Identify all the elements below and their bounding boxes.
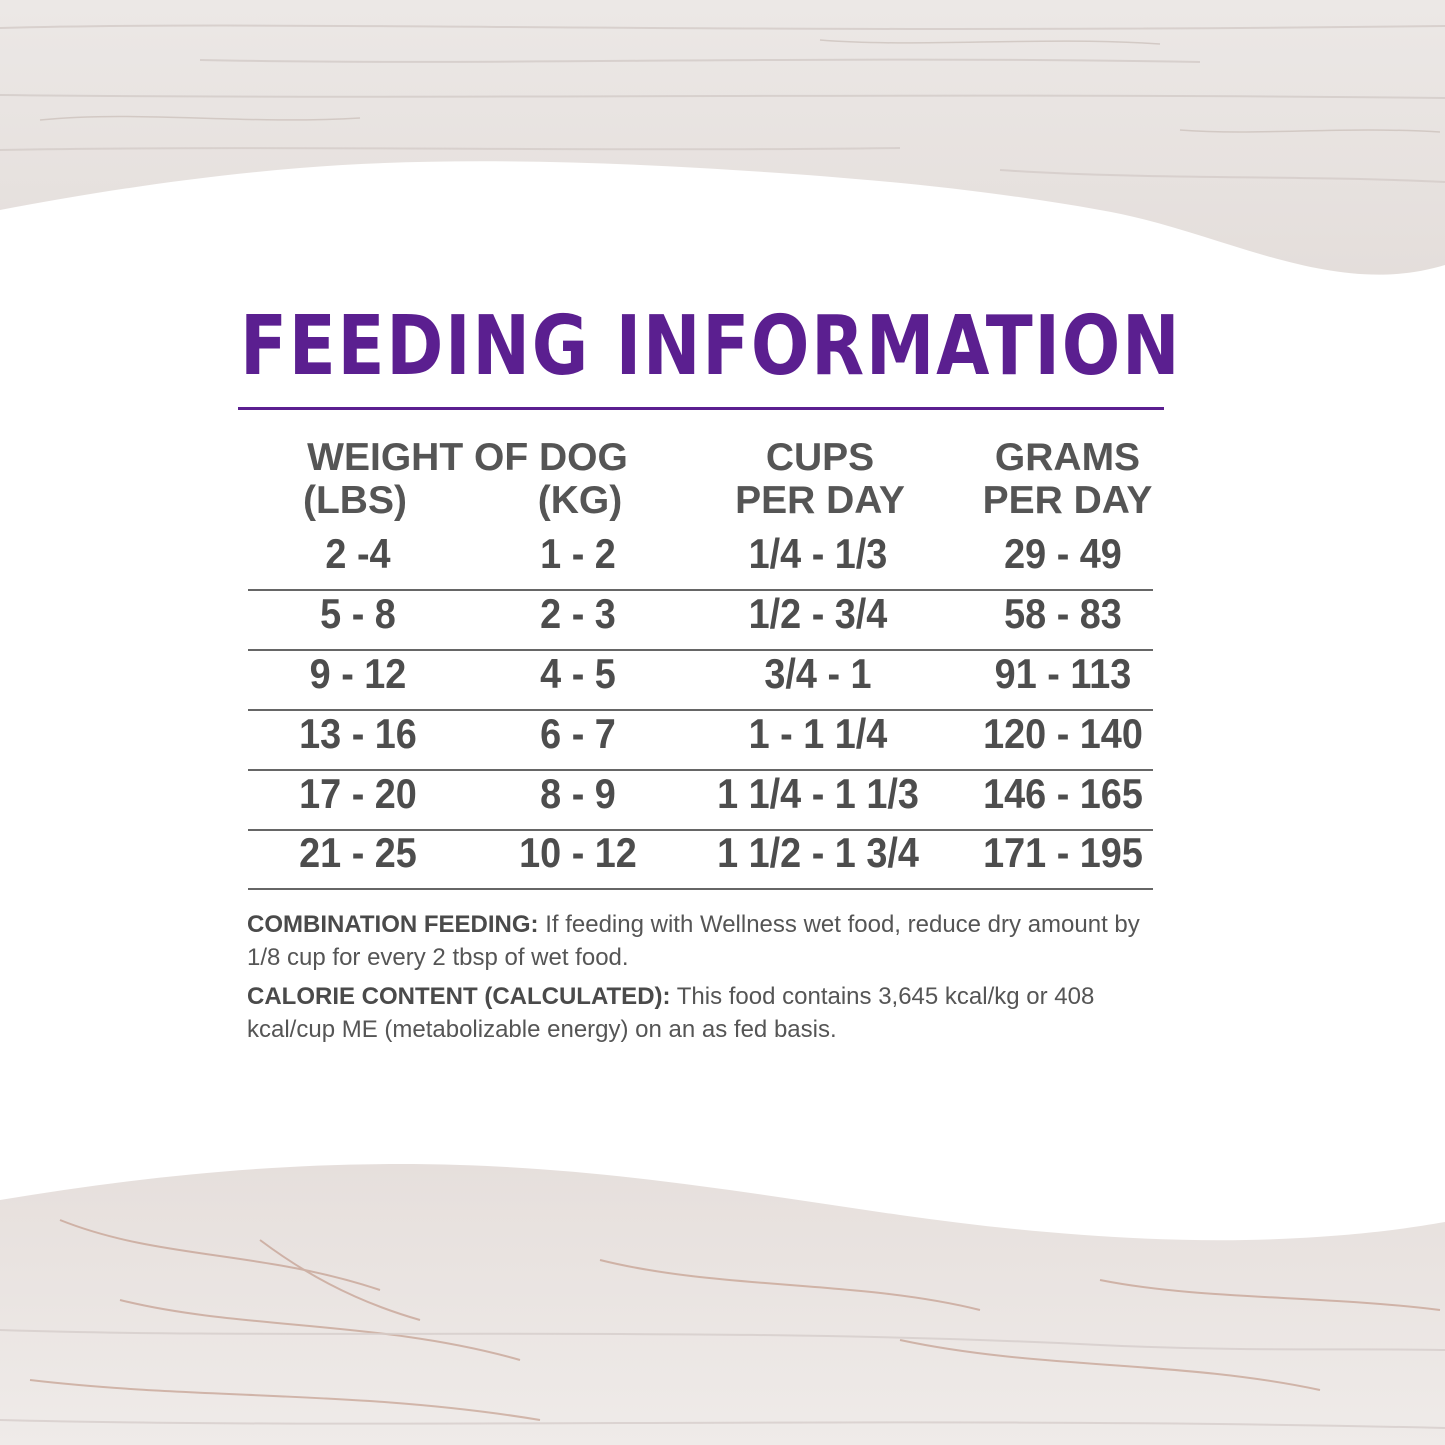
cell-cups: 1 - 1 1/4 [748,710,888,757]
header-lbs: (LBS) [303,479,407,522]
table-row: 21 - 25 10 - 12 1 1/2 - 1 3/4 171 - 195 [248,828,1153,890]
cell-lbs: 21 - 25 [299,829,417,876]
combination-feeding-note: COMBINATION FEEDING: If feeding with Wel… [247,908,1157,974]
feeding-notes: COMBINATION FEEDING: If feeding with Wel… [247,908,1157,1052]
table-row: 17 - 20 8 - 9 1 1/4 - 1 1/3 146 - 165 [248,769,1153,831]
wood-top [0,0,1445,275]
cell-lbs: 5 - 8 [320,590,396,637]
title-divider [238,407,1164,410]
header-kg: (KG) [537,479,623,522]
cell-kg: 2 - 3 [540,590,616,637]
cell-grams: 171 - 195 [983,829,1143,876]
header-grams-line2: PER DAY [982,479,1153,522]
header-cups-line2: PER DAY [735,479,905,522]
table-row: 13 - 16 6 - 7 1 - 1 1/4 120 - 140 [248,709,1153,771]
calorie-content-text: This food contains 3,645 kcal/kg or 408 … [247,983,1095,1043]
cell-lbs: 13 - 16 [299,710,417,757]
cell-kg: 6 - 7 [540,710,616,757]
cell-lbs: 2 -4 [325,530,391,577]
page-title: FEEDING INFORMATION [240,299,1182,394]
cell-cups: 1 1/4 - 1 1/3 [717,770,919,817]
cell-lbs: 17 - 20 [299,770,417,817]
cell-lbs: 9 - 12 [309,650,407,697]
header-cups-line1: CUPS [765,436,875,479]
wood-bottom [0,1164,1445,1445]
cell-cups: 1/4 - 1/3 [748,530,888,577]
cell-grams: 58 - 83 [1004,590,1122,637]
table-row: 5 - 8 2 - 3 1/2 - 3/4 58 - 83 [248,589,1153,651]
cell-grams: 120 - 140 [983,710,1143,757]
cell-kg: 8 - 9 [540,770,616,817]
cell-cups: 3/4 - 1 [764,650,872,697]
cell-cups: 1/2 - 3/4 [748,590,888,637]
cell-grams: 91 - 113 [994,650,1132,697]
cell-kg: 4 - 5 [540,650,616,697]
cell-grams: 146 - 165 [983,770,1143,817]
combination-feeding-text: If feeding with Wellness wet food, reduc… [247,911,1140,971]
calorie-content-label: CALORIE CONTENT (CALCULATED): [247,983,671,1010]
combination-feeding-label: COMBINATION FEEDING: [247,911,539,938]
cell-grams: 29 - 49 [1004,530,1122,577]
cell-cups: 1 1/2 - 1 3/4 [717,829,919,876]
table-row: 2 -4 1 - 2 1/4 - 1/3 29 - 49 [248,529,1153,591]
cell-kg: 10 - 12 [519,829,637,876]
header-weight-of-dog: WEIGHT OF DOG [307,436,628,479]
table-row: 9 - 12 4 - 5 3/4 - 1 91 - 113 [248,649,1153,711]
header-grams-line1: GRAMS [994,436,1141,479]
calorie-content-note: CALORIE CONTENT (CALCULATED): This food … [247,980,1157,1046]
cell-kg: 1 - 2 [540,530,616,577]
